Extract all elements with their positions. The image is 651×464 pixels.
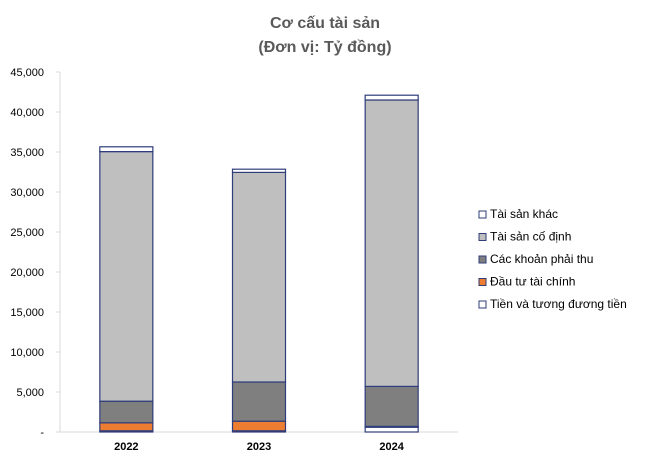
legend-label: Các khoản phải thu: [490, 252, 593, 266]
bar-segment: [364, 385, 419, 427]
bar-segment: [231, 381, 287, 422]
bar-segment: [99, 400, 154, 424]
chart-subtitle: (Đơn vị: Tỷ đồng): [258, 39, 391, 56]
bar-segment: [364, 99, 419, 387]
y-tick-label: 15,000: [10, 307, 44, 319]
y-tick-label: 10,000: [10, 347, 44, 359]
chart-title: Cơ cấu tài sản: [270, 15, 380, 32]
y-tick-label: 30,000: [10, 187, 44, 199]
bars-group: [99, 94, 419, 433]
bar-segment: [364, 426, 419, 433]
y-axis: - 5,000 10,000 15,000 20,000 25,000 30,000 35,0…: [10, 67, 61, 439]
x-tick-label: 2022: [114, 441, 138, 453]
legend-swatch: [478, 233, 487, 241]
legend-label: Tài sản cố định: [490, 230, 571, 244]
legend-label: Đầu tư tài chính: [490, 275, 575, 289]
legend-label: Tiền và tương đương tiền: [490, 297, 627, 311]
y-tick-label: 5,000: [16, 387, 44, 399]
legend-swatch: [478, 210, 487, 219]
y-tick-label: 40,000: [10, 107, 44, 119]
x-axis: 2022 2023 2024: [60, 431, 458, 453]
x-tick-label: 2024: [379, 441, 404, 453]
legend-swatch: [478, 255, 487, 264]
bar-segment: [99, 151, 154, 402]
y-tick-label: 35,000: [10, 147, 44, 159]
bar-segment: [99, 422, 154, 432]
legend-label: Tài sản khác: [490, 207, 558, 221]
x-tick-label: 2023: [247, 441, 271, 453]
y-tick-label: 20,000: [10, 267, 44, 279]
bar-segment: [364, 94, 419, 101]
legend: Tài sản khác Tài sản cố định Các khoản phả…: [478, 207, 627, 311]
y-tick-label: 45,000: [10, 67, 44, 79]
bar-segment: [231, 420, 287, 432]
bar-segment: [231, 171, 287, 383]
legend-swatch: [478, 278, 487, 286]
legend-swatch: [478, 300, 487, 309]
bar-segment: [231, 168, 287, 173]
y-tick-label: -: [40, 427, 44, 439]
y-tick-label: 25,000: [10, 227, 44, 239]
bar-segment: [99, 146, 154, 153]
